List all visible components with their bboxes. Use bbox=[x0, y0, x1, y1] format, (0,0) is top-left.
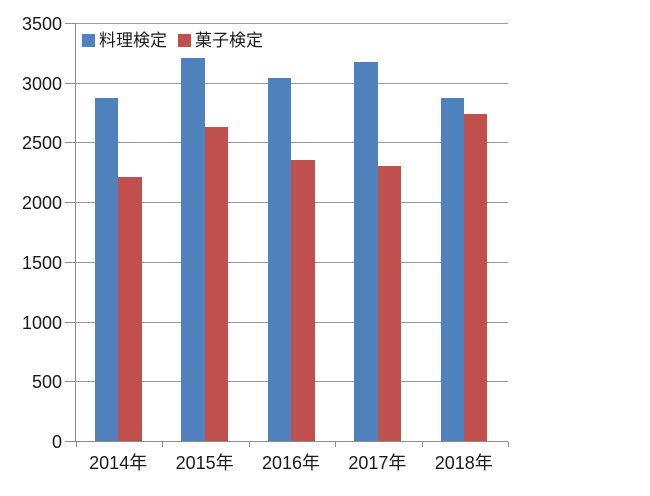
x-axis-tick bbox=[335, 442, 337, 447]
x-axis-label: 2016年 bbox=[261, 453, 321, 473]
y-axis-label: 500 bbox=[31, 372, 62, 392]
bar-series-1-cat-4 bbox=[464, 113, 488, 441]
y-axis-label: 0 bbox=[51, 432, 62, 452]
legend-item: 菓子検定 bbox=[178, 32, 263, 49]
y-axis-label: 1000 bbox=[21, 313, 62, 333]
gridline bbox=[76, 83, 508, 84]
legend-swatch-icon bbox=[82, 34, 95, 47]
y-axis-label: 2500 bbox=[21, 133, 62, 153]
x-axis-label: 2017年 bbox=[348, 453, 407, 473]
y-axis-tick bbox=[65, 441, 75, 442]
x-axis-label: 2014年 bbox=[89, 453, 148, 473]
bar-series-0-cat-4 bbox=[440, 98, 464, 441]
plot-area: 0 500 1000 1500 2000 2500 3000 3500 bbox=[22, 14, 509, 452]
legend-label: 料理検定 bbox=[99, 31, 167, 50]
x-axis-tick bbox=[248, 442, 250, 447]
y-axis-tick bbox=[65, 23, 75, 24]
x-axis-label: 2015年 bbox=[175, 453, 234, 473]
legend-swatch-icon bbox=[178, 34, 191, 47]
y-axis-tick bbox=[65, 381, 75, 382]
y-axis-label: 1500 bbox=[21, 253, 62, 273]
y-axis-tick bbox=[65, 202, 75, 203]
y-axis-label: 3000 bbox=[21, 74, 62, 94]
bar-series-1-cat-2 bbox=[291, 160, 315, 441]
y-axis-tick bbox=[65, 83, 75, 84]
x-axis-tick bbox=[162, 442, 164, 447]
bar-series-1-cat-3 bbox=[377, 166, 401, 441]
legend-label: 菓子検定 bbox=[195, 31, 263, 50]
bar-series-0-cat-0 bbox=[95, 98, 119, 441]
y-axis-tick bbox=[65, 262, 75, 263]
bar-series-1-cat-1 bbox=[204, 126, 229, 441]
gridline bbox=[76, 23, 508, 24]
y-axis-label: 2000 bbox=[21, 193, 62, 213]
y-axis-tick bbox=[65, 142, 75, 143]
x-axis-label: 2018年 bbox=[434, 453, 493, 473]
y-axis-label: 3500 bbox=[21, 14, 62, 34]
chart-legend: 料理検定 菓子検定 bbox=[82, 32, 263, 49]
y-axis-tick bbox=[65, 322, 75, 323]
x-axis-tick bbox=[421, 442, 423, 447]
bar-series-0-cat-2 bbox=[267, 77, 292, 441]
bar-series-1-cat-0 bbox=[118, 177, 142, 441]
gridline bbox=[76, 142, 508, 143]
bar-series-0-cat-3 bbox=[354, 62, 378, 441]
bar-series-0-cat-1 bbox=[181, 57, 205, 441]
x-axis-tick bbox=[508, 442, 509, 447]
legend-item: 料理検定 bbox=[82, 32, 167, 49]
x-axis-tick bbox=[76, 442, 77, 447]
